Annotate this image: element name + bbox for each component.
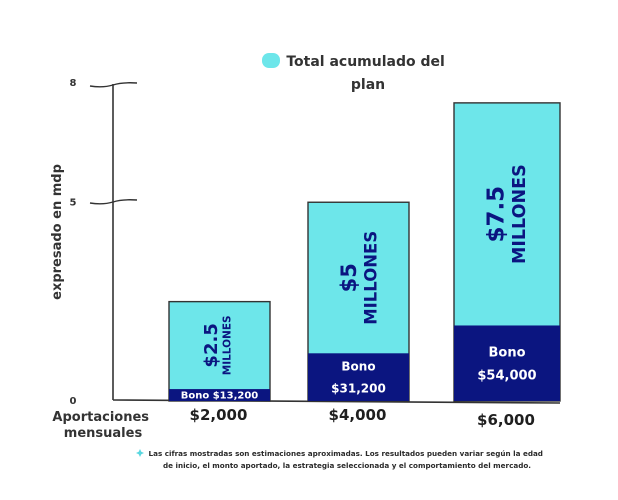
bar-total-unit: MILLONES: [510, 164, 530, 264]
y-tick-label: 0: [70, 396, 77, 407]
svg-text:Las cifras mostradas son estim: Las cifras mostradas son estimaciones ap…: [149, 449, 546, 470]
footnote: Las cifras mostradas son estimaciones ap…: [136, 449, 546, 470]
legend-label-line-1: Total acumulado del: [286, 54, 444, 70]
svg-text:Total acumulado del plan: Total acumulado del plan: [286, 54, 449, 93]
bonus-label: $31,200: [331, 381, 386, 395]
x-axis-title-line-2: mensuales: [64, 426, 143, 441]
bonus-label: Bono: [341, 359, 375, 373]
bar-total-unit: MILLONES: [361, 231, 380, 325]
y-axis-title: expresado en mdp: [50, 164, 65, 300]
bar-total-unit: MILLONES: [221, 315, 233, 375]
bonus-bar: [308, 353, 409, 401]
category-label: $6,000: [477, 411, 535, 429]
footnote-line-1: Las cifras mostradas son estimaciones ap…: [149, 449, 543, 458]
x-axis-title-line-1: Aportaciones: [52, 410, 149, 425]
sparkle-icon: [136, 449, 144, 457]
bonus-label: $54,000: [477, 368, 536, 383]
y-tick-label: 5: [70, 197, 77, 208]
y-axis-tick: [89, 199, 138, 205]
total-bar: [168, 300, 271, 402]
bonus-label: Bono: [488, 345, 525, 360]
category-labels: $2,000 $4,000 $6,000: [190, 406, 535, 429]
bar-total-amount: $5: [337, 263, 361, 292]
bar-total-amount: $7.5: [484, 186, 510, 243]
bonus-bar: [454, 325, 560, 401]
bonus-label: Bono $13,200: [181, 391, 259, 402]
x-axis-title: Aportaciones mensuales: [52, 410, 153, 441]
bonus-bar: [169, 389, 270, 401]
y-axis-tick: [89, 82, 138, 88]
y-tick-labels: 0 5 8: [70, 78, 77, 407]
category-label: $2,000: [190, 406, 248, 424]
legend-label-line-2: plan: [351, 77, 385, 93]
footnote-line-2: de inicio, el monto aportado, la estrate…: [163, 461, 531, 470]
legend: Total acumulado del plan: [262, 53, 449, 93]
legend-swatch: [262, 53, 280, 68]
y-tick-label: 8: [70, 78, 77, 89]
bar-total-amount: $2.5: [201, 323, 222, 367]
category-label: $4,000: [329, 406, 387, 424]
